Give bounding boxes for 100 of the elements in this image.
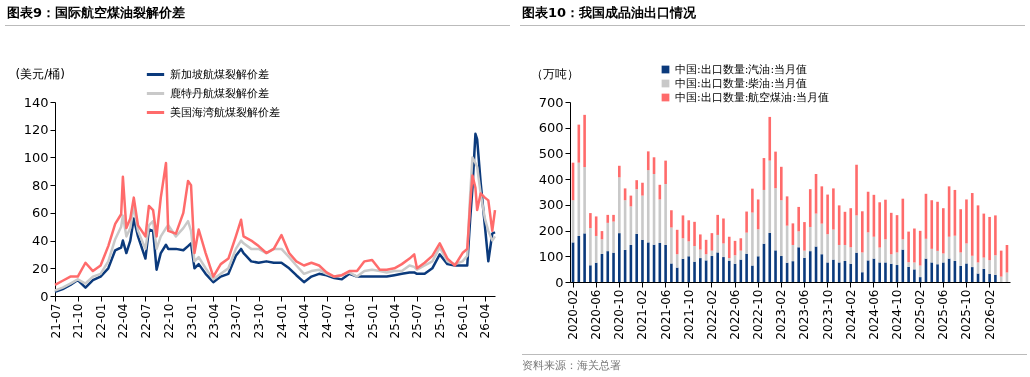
text: 资料来源：海关总署 — [522, 354, 1027, 373]
bar — [988, 216, 991, 261]
x-tick-label: 2021-06 — [658, 289, 673, 340]
legend-label: 美国海湾航煤裂解价差 — [170, 105, 280, 119]
bar — [664, 244, 667, 282]
bar — [751, 188, 754, 213]
bar — [994, 255, 997, 275]
bar — [808, 251, 812, 282]
bar — [936, 201, 939, 251]
bar — [687, 256, 691, 282]
chart-title: 图表9：国际航空煤油裂解价差 — [5, 0, 510, 26]
bar — [930, 248, 934, 263]
x-tick-label: 2022-06 — [728, 289, 743, 340]
x-tick-label: 2025-02 — [913, 289, 928, 340]
y-tick-label: 500 — [538, 145, 564, 161]
y-axis-title: （万吨） — [530, 66, 579, 81]
x-tick-label: 2020-06 — [589, 289, 604, 340]
y-tick-label: 0 — [555, 274, 564, 290]
bar — [780, 200, 783, 257]
bar — [855, 164, 858, 216]
x-tick-label: 2024-10 — [890, 289, 905, 340]
bar — [913, 228, 916, 263]
bar — [774, 151, 777, 189]
x-tick-label: 23-01 — [184, 303, 199, 339]
bar — [884, 199, 887, 240]
bar — [664, 160, 667, 185]
y-tick-label: 200 — [538, 223, 564, 239]
x-tick-label: 2026-02 — [982, 289, 997, 340]
x-tick-label: 2022-10 — [751, 289, 766, 340]
bar — [942, 262, 945, 282]
y-axis-title: (美元/桶) — [15, 66, 65, 81]
bar — [774, 250, 777, 282]
bar — [751, 265, 754, 282]
x-tick-label: 23-10 — [252, 303, 267, 339]
bar — [959, 252, 962, 266]
bar — [670, 227, 673, 264]
y-tick-label: 0 — [40, 288, 49, 304]
bar — [994, 274, 997, 282]
bar — [693, 261, 696, 282]
bar — [942, 253, 945, 263]
x-tick-label: 2023-02 — [774, 289, 789, 340]
bar — [849, 208, 853, 248]
bar — [641, 239, 644, 282]
y-tick-label: 600 — [538, 120, 564, 136]
bar — [907, 231, 910, 263]
bar — [861, 272, 864, 282]
bar — [780, 256, 783, 282]
bar — [936, 250, 939, 265]
bar — [803, 257, 806, 282]
x-tick-label: 24-07 — [320, 303, 335, 339]
bar — [664, 184, 667, 245]
y-tick-label: 300 — [538, 197, 564, 213]
bar — [606, 251, 610, 282]
legend-label: 中国:出口数量:汽油:当月值 — [675, 62, 808, 76]
bar — [635, 233, 638, 282]
bar — [583, 167, 586, 234]
x-tick-label: 2024-02 — [843, 289, 858, 340]
bar — [670, 210, 673, 228]
bar — [907, 266, 910, 282]
x-tick-label: 24-01 — [274, 303, 289, 339]
x-tick-label: 22-04 — [116, 303, 131, 339]
bar — [826, 234, 829, 263]
bar — [606, 222, 610, 252]
x-tick-label: 22-01 — [94, 303, 109, 339]
bar — [797, 247, 800, 282]
bar — [808, 189, 812, 227]
bar — [970, 193, 974, 256]
bar — [727, 260, 731, 282]
bar — [727, 236, 731, 259]
bar — [826, 194, 829, 235]
bar — [849, 263, 853, 282]
bar — [589, 265, 592, 282]
x-tick-label: 2021-02 — [635, 289, 650, 340]
bar — [583, 114, 586, 168]
bar — [589, 228, 592, 266]
x-tick-label: 24-04 — [297, 303, 312, 339]
y-tick-label: 140 — [23, 94, 49, 110]
bar — [727, 258, 731, 261]
x-tick-label: 26-01 — [456, 303, 471, 339]
bar — [716, 252, 719, 282]
bar — [832, 229, 835, 260]
x-tick-label: 22-07 — [138, 303, 153, 339]
bar — [855, 215, 858, 253]
bar — [970, 267, 974, 282]
bar — [699, 258, 702, 282]
x-tick-label: 2023-10 — [820, 289, 835, 340]
x-tick-label: 21-07 — [48, 303, 63, 339]
y-tick-label: 100 — [23, 149, 49, 165]
bar — [612, 214, 615, 222]
x-tick-label: 25-10 — [433, 303, 448, 339]
bar — [745, 211, 748, 233]
y-tick-label: 120 — [23, 122, 49, 138]
bar — [751, 212, 754, 266]
bar — [687, 241, 691, 257]
bar — [618, 233, 621, 282]
y-tick-label: 400 — [538, 171, 564, 187]
bar — [606, 214, 610, 223]
bar — [861, 211, 864, 253]
legend-label: 鹿特丹航煤裂解价差 — [170, 86, 269, 100]
bar — [803, 222, 806, 251]
